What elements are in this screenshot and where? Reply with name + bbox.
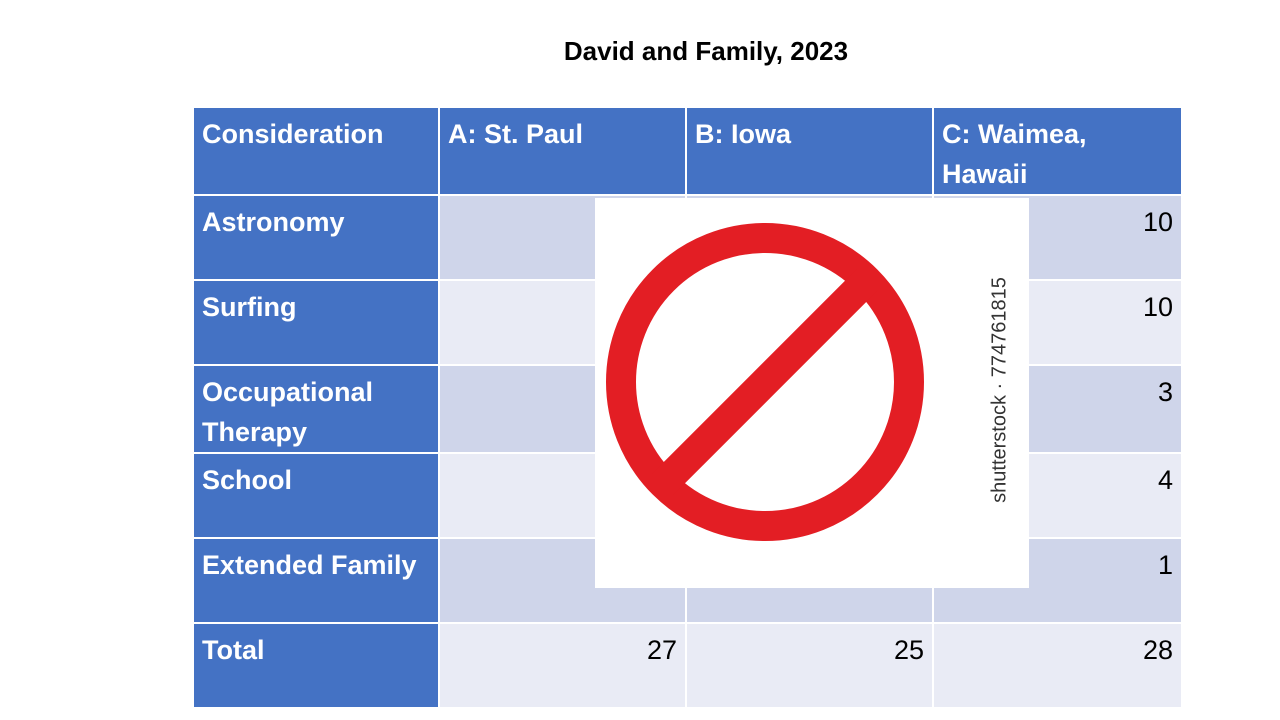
cell-c: 28 (932, 622, 1183, 709)
row-label: Astronomy (192, 194, 440, 281)
cell-a: 27 (438, 622, 687, 709)
page-title: David and Family, 2023 (563, 36, 849, 66)
row-label: Surfing (192, 279, 440, 366)
row-label: School (192, 452, 440, 539)
cell-b: 25 (685, 622, 934, 709)
no-symbol-icon (606, 223, 924, 541)
stock-image-overlay (595, 198, 1029, 588)
row-label: Total (192, 622, 440, 709)
row-label: Occupational Therapy (192, 364, 440, 454)
column-header: B: Iowa (685, 106, 934, 196)
column-header: A: St. Paul (438, 106, 687, 196)
watermark-text: shutterstock · 774761815 (988, 277, 1011, 503)
column-header: C: Waimea, Hawaii (932, 106, 1183, 196)
column-header: Consideration (192, 106, 440, 196)
table-row-total: Total 27 25 28 (192, 622, 1183, 709)
row-label: Extended Family (192, 537, 440, 624)
table-header-row: Consideration A: St. Paul B: Iowa C: Wai… (192, 106, 1183, 196)
